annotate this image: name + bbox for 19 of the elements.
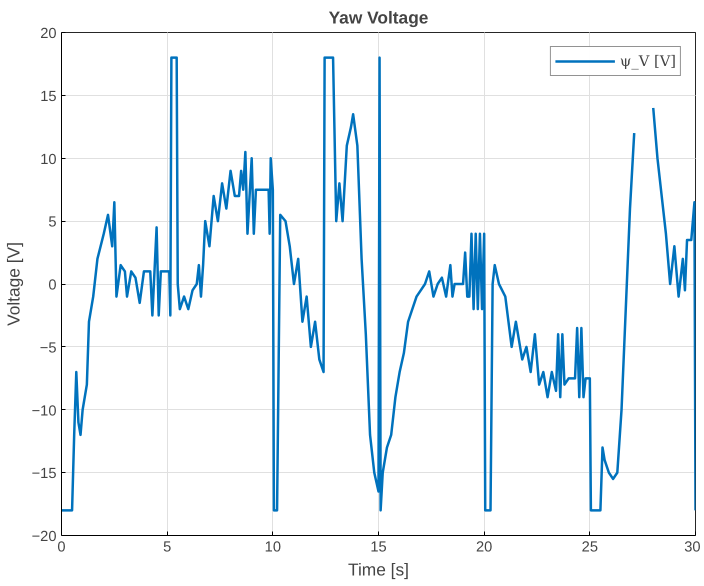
x-axis-title: Time [s] bbox=[348, 560, 409, 580]
y-tick-label: −5 bbox=[40, 340, 57, 356]
y-tick-label: 5 bbox=[48, 214, 57, 231]
x-tick-label: 5 bbox=[163, 540, 172, 556]
y-tick-label: 15 bbox=[40, 88, 57, 105]
legend-label: ψ_V [V] bbox=[620, 52, 676, 70]
x-tick-label: 15 bbox=[370, 540, 387, 556]
x-tick-label: 10 bbox=[264, 540, 281, 556]
x-tick-label: 20 bbox=[476, 540, 492, 556]
x-tick-label: 30 bbox=[684, 540, 701, 556]
y-tick-label: −10 bbox=[32, 403, 57, 420]
y-axis-title: Voltage [V] bbox=[4, 242, 24, 326]
y-tick-label: 20 bbox=[40, 26, 57, 42]
y-tick-label: 0 bbox=[48, 278, 57, 294]
chart-title: Yaw Voltage bbox=[328, 8, 429, 28]
x-tick-label: 25 bbox=[582, 540, 598, 556]
y-tick-label: −20 bbox=[32, 529, 57, 545]
y-tick-label: −15 bbox=[32, 466, 57, 482]
y-tick-label: 10 bbox=[40, 152, 57, 168]
